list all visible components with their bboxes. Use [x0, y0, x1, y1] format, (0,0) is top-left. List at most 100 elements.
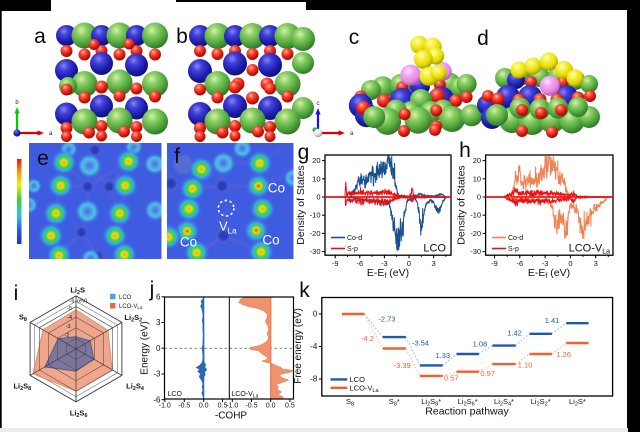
svg-text:Li2S6: Li2S6	[70, 409, 88, 420]
svg-text:20: 20	[473, 156, 481, 165]
svg-text:Li2S2: Li2S2	[124, 313, 142, 324]
svg-text:Co-d: Co-d	[508, 235, 523, 242]
svg-text:0: 0	[407, 259, 411, 268]
svg-text:0.97: 0.97	[480, 369, 495, 378]
svg-text:LCO-VLa: LCO-VLa	[231, 391, 258, 400]
svg-text:0: 0	[156, 344, 161, 353]
svg-text:Co-d: Co-d	[347, 235, 362, 242]
svg-text:0.5: 0.5	[285, 403, 295, 410]
svg-text:h: h	[459, 139, 471, 162]
svg-text:Li2S2*: Li2S2*	[531, 397, 551, 408]
svg-text:S-p: S-p	[347, 246, 358, 253]
svg-text:Li2S: Li2S	[70, 285, 85, 296]
svg-text:Li2S*: Li2S*	[569, 397, 586, 408]
svg-text:Li2S6*: Li2S6*	[458, 397, 478, 408]
svg-text:-4: -4	[310, 342, 318, 351]
svg-text:S8: S8	[19, 312, 27, 323]
svg-text:-3.54: -3.54	[412, 339, 429, 348]
svg-text:Free energy (eV): Free energy (eV)	[293, 308, 304, 384]
svg-text:LCO: LCO	[350, 375, 366, 384]
svg-text:-20: -20	[470, 229, 481, 238]
svg-text:3: 3	[432, 259, 436, 268]
svg-text:0: 0	[568, 259, 572, 268]
svg-text:-9: -9	[491, 259, 498, 268]
svg-text:1.41: 1.41	[545, 316, 560, 325]
svg-text:Co: Co	[268, 181, 285, 196]
svg-text:-9: -9	[332, 259, 339, 268]
svg-text:E-Ef (eV): E-Ef (eV)	[528, 267, 570, 280]
svg-text:6: 6	[156, 293, 161, 302]
svg-text:-6: -6	[356, 259, 363, 268]
svg-text:-10: -10	[470, 211, 481, 220]
svg-text:0: 0	[316, 193, 320, 202]
svg-text:-30: -30	[310, 247, 321, 256]
svg-text:-3: -3	[153, 370, 161, 379]
svg-text:Density of States: Density of States	[295, 165, 307, 244]
svg-text:0: 0	[313, 310, 318, 319]
svg-text:20: 20	[312, 156, 320, 165]
svg-text:E-Ef (eV): E-Ef (eV)	[367, 267, 409, 280]
svg-text:S8: S8	[346, 397, 354, 408]
svg-text:-0.5: -0.5	[245, 403, 257, 410]
svg-text:Reaction pathway: Reaction pathway	[425, 406, 509, 418]
svg-text:g: g	[298, 141, 310, 164]
svg-text:b: b	[15, 100, 19, 106]
svg-text:S8*: S8*	[389, 397, 400, 408]
svg-text:Li2S4*: Li2S4*	[494, 397, 514, 408]
svg-text:c: c	[317, 101, 320, 107]
svg-text:-10: -10	[310, 211, 321, 220]
svg-text:1.10: 1.10	[518, 361, 533, 370]
svg-text:-20: -20	[310, 229, 321, 238]
svg-text:Energy (eV): Energy (eV)	[140, 321, 151, 374]
svg-text:(eV): (eV)	[77, 298, 88, 304]
svg-text:10: 10	[473, 174, 481, 183]
svg-text:Li2S4: Li2S4	[126, 381, 144, 392]
svg-text:Density of States: Density of States	[456, 165, 468, 244]
svg-text:Li2S8: Li2S8	[13, 381, 31, 392]
svg-text:-8: -8	[310, 375, 318, 384]
svg-text:Li2S8*: Li2S8*	[421, 397, 441, 408]
svg-text:-3.39: -3.39	[394, 361, 411, 370]
svg-text:a: a	[49, 131, 53, 137]
svg-text:LCO: LCO	[168, 391, 183, 398]
svg-text:0.0: 0.0	[199, 403, 209, 410]
svg-text:0.57: 0.57	[444, 374, 459, 383]
svg-text:-COHP: -COHP	[215, 411, 248, 422]
svg-text:1.26: 1.26	[556, 350, 571, 359]
svg-text:e: e	[37, 147, 49, 170]
svg-text:-2.73: -2.73	[378, 315, 395, 324]
svg-text:d: d	[477, 27, 489, 50]
svg-text:Co: Co	[262, 233, 279, 248]
svg-text:k: k	[299, 279, 310, 302]
svg-text:b: b	[176, 25, 188, 48]
svg-text:S-p: S-p	[508, 246, 519, 253]
svg-text:LCO-VLa: LCO-VLa	[350, 384, 380, 395]
svg-text:-6: -6	[70, 298, 75, 304]
svg-text:i: i	[14, 282, 19, 305]
svg-text:-1.0: -1.0	[159, 403, 171, 410]
svg-text:1.08: 1.08	[473, 340, 488, 349]
svg-text:3: 3	[594, 259, 598, 268]
svg-text:-6: -6	[516, 259, 523, 268]
svg-text:LCO-VLa: LCO-VLa	[569, 243, 611, 256]
svg-text:-3: -3	[381, 259, 388, 268]
svg-text:c: c	[349, 26, 360, 49]
svg-text:0: 0	[477, 193, 481, 202]
svg-text:a: a	[34, 25, 46, 48]
svg-text:-3: -3	[542, 259, 549, 268]
svg-text:-4.2: -4.2	[361, 334, 374, 343]
svg-text:j: j	[149, 278, 155, 301]
svg-text:-2: -2	[65, 333, 70, 339]
svg-text:-3: -3	[66, 324, 71, 330]
svg-text:LCO: LCO	[119, 295, 132, 301]
svg-text:-6: -6	[153, 395, 161, 404]
svg-text:-30: -30	[470, 247, 481, 256]
svg-text:-4: -4	[67, 315, 72, 321]
svg-text:a: a	[350, 131, 354, 137]
svg-text:3: 3	[156, 318, 161, 327]
svg-text:-5: -5	[67, 306, 72, 312]
svg-text:10: 10	[312, 174, 320, 183]
svg-text:Co: Co	[180, 235, 197, 250]
svg-text:LCO-VLa: LCO-VLa	[119, 304, 143, 310]
svg-text:1.42: 1.42	[507, 329, 522, 338]
